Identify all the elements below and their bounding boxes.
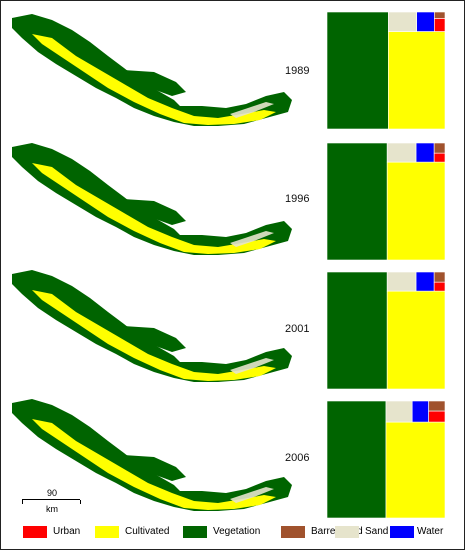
treemap-cell-barren (433, 143, 445, 154)
land-cover-map-2001 (12, 270, 292, 382)
scale-bar: 90 km (22, 488, 82, 514)
treemap-cell-vegetation (327, 143, 388, 260)
legend-swatch-urban (23, 526, 47, 538)
treemap-cell-barren (433, 272, 445, 283)
treemap-cell-vegetation (327, 12, 389, 129)
treemap-cell-barren (434, 12, 445, 19)
legend-label: Vegetation (213, 526, 261, 537)
treemap-2006 (327, 401, 445, 518)
scale-value: 90 (46, 488, 57, 498)
legend-label: Urban (53, 526, 81, 537)
legend-swatch-barren (281, 526, 305, 538)
treemap-cell-cultivated (386, 161, 445, 260)
treemap-cell-cultivated (388, 31, 445, 129)
legend-label: Sand (365, 526, 389, 537)
legend: Urban Cultivated Vegetation Barren land … (23, 524, 443, 540)
treemap-cell-urban (433, 152, 445, 163)
treemap-cell-water (415, 272, 435, 292)
treemap-cell-sand (385, 401, 413, 423)
treemap-2001 (327, 272, 445, 389)
treemap-cell-water (416, 12, 435, 32)
year-label: 2006 (285, 452, 310, 464)
legend-swatch-cultivated (95, 526, 119, 538)
legend-label: Cultivated (125, 526, 170, 537)
treemap-cell-cultivated (386, 290, 445, 389)
treemap-cell-water (411, 401, 429, 423)
treemap-1989 (327, 12, 445, 129)
treemap-cell-cultivated (385, 421, 445, 518)
treemap-cell-vegetation (327, 401, 387, 518)
treemap-1996 (327, 143, 445, 260)
treemap-cell-sand (388, 12, 417, 32)
treemap-cell-urban (433, 281, 445, 292)
treemap-cell-barren (428, 401, 445, 412)
legend-swatch-sand (335, 526, 359, 538)
treemap-cell-vegetation (327, 272, 388, 389)
treemap-cell-urban (428, 410, 445, 423)
year-label: 1989 (285, 65, 310, 77)
treemap-cell-sand (386, 143, 417, 163)
land-cover-map-2006 (12, 399, 292, 511)
scale-tick-right (80, 500, 81, 504)
land-cover-map-1989 (12, 14, 292, 126)
land-cover-map-1996 (12, 143, 292, 255)
legend-swatch-water (390, 526, 414, 538)
legend-swatch-vegetation (183, 526, 207, 538)
legend-label: Water (417, 526, 444, 537)
year-label: 2001 (285, 323, 310, 335)
treemap-cell-urban (434, 18, 445, 32)
scale-tick-left (22, 500, 23, 504)
scale-line (22, 499, 80, 500)
scale-unit: km (46, 504, 58, 514)
treemap-cell-sand (386, 272, 417, 292)
treemap-cell-water (415, 143, 435, 163)
year-label: 1996 (285, 193, 310, 205)
